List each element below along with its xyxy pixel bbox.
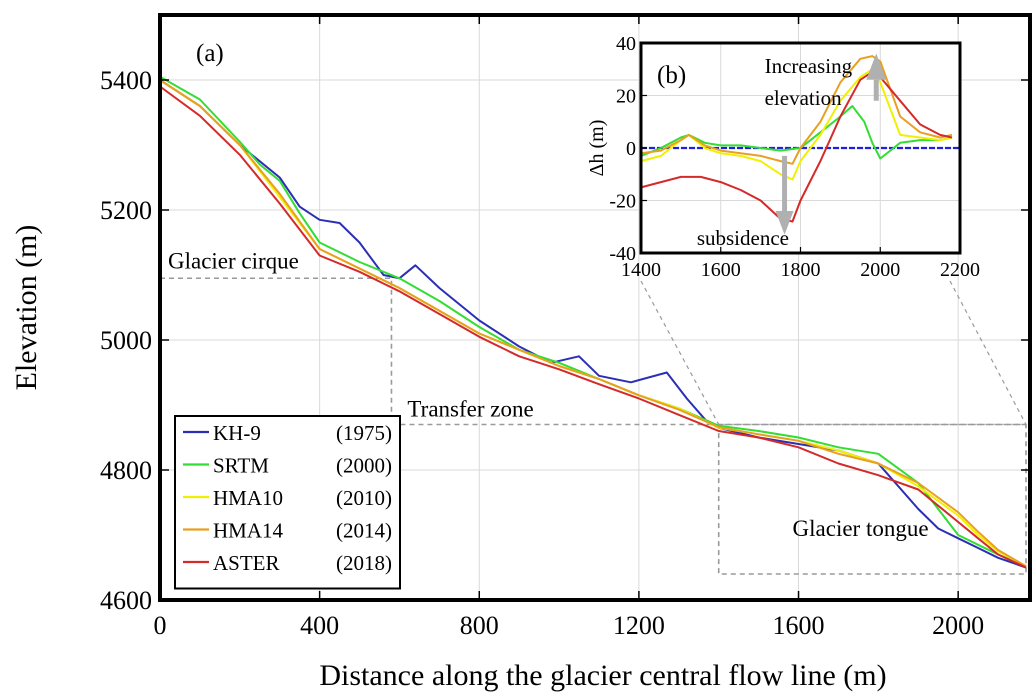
series-line-aster: [159, 85, 1027, 569]
series-line-hma14: [159, 79, 1027, 568]
inset-series-line-aster: [640, 70, 953, 223]
inset-panel: 1400 1600 1800 2000 2200 -40 -20 0 20 40 (b) Δh …: [586, 33, 980, 281]
inset-y-tick-labels: -40 -20 0 20 40: [609, 33, 636, 265]
zone-label-transfer-zone: Transfer zone: [407, 397, 533, 422]
inset-x-tick-label: 1400: [621, 259, 661, 281]
annotation-subsidence: subsidence: [697, 226, 789, 250]
legend-label-aster: ASTER: [213, 551, 280, 575]
main-plot-frame: [158, 13, 1032, 602]
main-x-tick-label: 1600: [773, 611, 825, 640]
main-x-tick-label: 1200: [613, 611, 665, 640]
inset-x-tick-label: 2200: [940, 259, 980, 281]
zone-boxes: [160, 277, 1027, 575]
inset-y-tick-label: 0: [626, 138, 636, 160]
inset-zoom-lines: [640, 280, 1027, 425]
inset-y-axis-title: Δh (m): [586, 120, 608, 177]
main-y-tick-label: 5200: [100, 196, 152, 225]
inset-x-tick-label: 1600: [701, 259, 741, 281]
zoom-line-right: [949, 280, 1027, 425]
series-line-kh-9: [159, 79, 1027, 569]
annotation-elevation: elevation: [765, 86, 842, 110]
inset-series-line-hma14: [640, 55, 953, 165]
main-x-tick-label: 0: [154, 611, 167, 640]
main-y-tick-labels: 4600 4800 5000 5200 5400: [100, 66, 152, 615]
zone-label-glacier-tongue: Glacier tongue: [793, 516, 929, 541]
inset-x-tick-labels: 1400 1600 1800 2000 2200: [621, 259, 980, 281]
legend: KH-9 (1975) SRTM (2000) HMA10 (2010) HMA14 (201…: [174, 415, 401, 590]
main-y-tick-label: 5400: [100, 66, 152, 95]
main-x-tick-label: 400: [300, 611, 339, 640]
legend-year-aster: (2018): [336, 551, 392, 575]
main-y-axis-title: Elevation (m): [10, 225, 43, 391]
inset-x-tick-label: 1800: [781, 259, 821, 281]
zone-box-glacier-cirque: [160, 277, 393, 425]
main-panel-label: (a): [196, 40, 224, 67]
increase-arrow-icon: [866, 53, 887, 80]
inset-tick-marks: [640, 42, 961, 254]
inset-y-tick-label: 40: [616, 33, 636, 55]
legend-label-hma10: HMA10: [213, 486, 283, 510]
zone-box-glacier-tongue: [717, 423, 1027, 575]
inset-y-tick-label: -20: [609, 191, 636, 213]
main-y-tick-label: 4600: [100, 586, 152, 615]
inset-panel-label: (b): [657, 62, 686, 89]
legend-year-hma10: (2010): [336, 486, 392, 510]
main-x-tick-label: 800: [460, 611, 499, 640]
zone-label-glacier-cirque: Glacier cirque: [168, 248, 299, 273]
legend-label-srtm: SRTM: [213, 454, 269, 478]
annotation-increasing: Increasing: [765, 54, 853, 78]
main-tick-marks: [159, 15, 1030, 601]
main-series-lines: [159, 75, 1027, 569]
main-x-tick-labels: 0 400 800 1200 1600 2000: [154, 611, 985, 640]
main-x-tick-label: 2000: [932, 611, 984, 640]
main-y-tick-label: 4800: [100, 456, 152, 485]
inset-y-tick-label: -40: [609, 243, 636, 265]
inset-series-lines: [640, 55, 953, 223]
main-x-axis-title: Distance along the glacier central flow …: [319, 659, 886, 692]
inset-x-tick-label: 2000: [860, 259, 900, 281]
zoom-line-left: [640, 280, 720, 425]
inset-y-tick-label: 20: [616, 86, 636, 108]
legend-box: [174, 415, 401, 590]
legend-label-kh-9: KH-9: [213, 421, 261, 445]
legend-year-kh-9: (1975): [336, 421, 392, 445]
legend-year-hma14: (2014): [336, 519, 392, 543]
legend-items: KH-9 (1975) SRTM (2000) HMA10 (2010) HMA14 (201…: [183, 421, 392, 575]
main-y-tick-label: 5000: [100, 326, 152, 355]
inset-arrows: [775, 53, 887, 235]
legend-label-hma14: HMA14: [213, 519, 284, 543]
subsidence-arrow-icon: [775, 211, 794, 235]
legend-year-srtm: (2000): [336, 454, 392, 478]
